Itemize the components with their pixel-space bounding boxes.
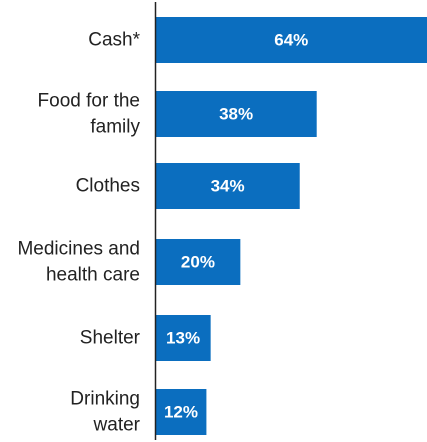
value-label-0: 64% <box>274 31 308 50</box>
category-label-line: Shelter <box>80 328 141 349</box>
bar-5 <box>155 389 207 435</box>
bar-0 <box>155 17 427 63</box>
value-label-4: 13% <box>166 329 200 348</box>
category-label-2: Clothes <box>76 176 140 197</box>
bar-2 <box>155 163 300 209</box>
bar-3 <box>155 239 241 285</box>
value-label-1: 38% <box>219 105 253 124</box>
category-label-line: water <box>93 415 141 436</box>
value-label-2: 34% <box>211 177 245 196</box>
value-label-5: 12% <box>164 403 198 422</box>
category-label-line: Medicines and <box>17 239 140 260</box>
bar-1 <box>155 91 317 137</box>
category-label-3: Medicines and health care <box>17 239 140 286</box>
category-label-line: health care <box>46 265 140 286</box>
bar-4 <box>155 315 211 361</box>
category-labels-group: Cash* Food for the family Clothes Medicines … <box>17 30 140 436</box>
category-label-line: Clothes <box>76 176 140 197</box>
category-label-line: Cash* <box>88 30 140 51</box>
category-label-line: family <box>90 117 140 138</box>
category-label-1: Food for the family <box>38 91 141 138</box>
category-label-line: Food for the <box>38 91 140 112</box>
value-labels-group: 64% 38% 34% 20% 13% 12% <box>164 31 308 422</box>
category-label-5: Drinking water <box>70 389 140 436</box>
category-label-4: Shelter <box>80 328 141 349</box>
bars-group <box>155 17 427 435</box>
category-label-line: Drinking <box>70 389 140 410</box>
value-label-3: 20% <box>181 253 215 272</box>
category-label-0: Cash* <box>88 30 140 51</box>
